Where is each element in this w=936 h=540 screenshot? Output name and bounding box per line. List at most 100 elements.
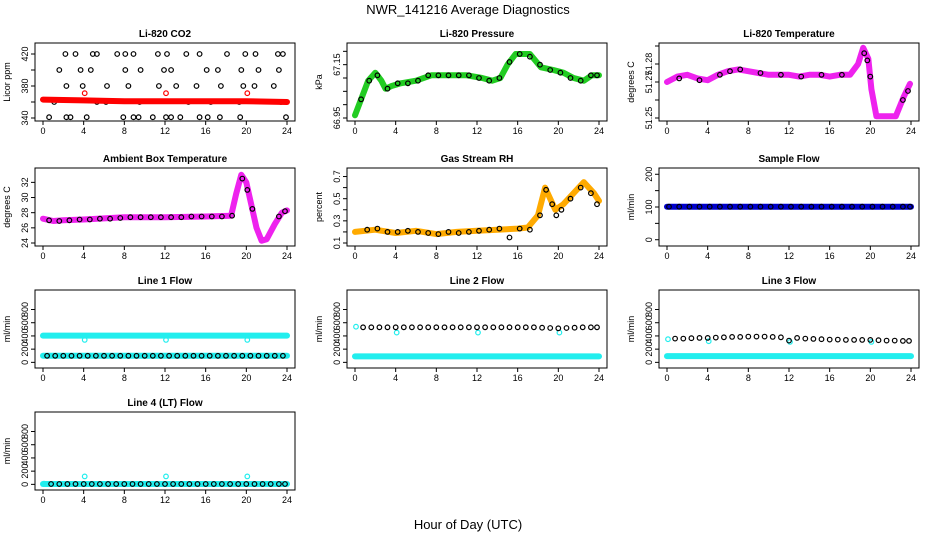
data-point <box>137 481 144 487</box>
chart-title: Li-820 Temperature <box>743 29 835 40</box>
data-point <box>594 201 600 208</box>
data-point <box>267 481 274 487</box>
data-point <box>157 352 164 359</box>
data-point <box>93 51 100 57</box>
data-point <box>177 114 184 121</box>
data-point <box>76 216 83 223</box>
data-point <box>67 114 74 121</box>
data-point <box>62 51 69 57</box>
data-point <box>203 67 210 73</box>
data-point <box>46 217 52 224</box>
x-tick-label: 8 <box>746 373 751 383</box>
data-point <box>879 203 886 210</box>
data-point <box>867 73 874 80</box>
data-point <box>594 324 600 331</box>
x-tick-label: 16 <box>201 495 211 505</box>
y-tick-label: 0 <box>20 482 30 487</box>
y-axis-label: Licor ppm <box>2 62 12 102</box>
data-point <box>218 481 225 487</box>
data-point <box>271 352 278 359</box>
data-point <box>579 324 586 331</box>
data-point <box>237 114 244 121</box>
x-tick-label: 4 <box>393 373 398 383</box>
data-point <box>839 203 845 210</box>
data-point <box>798 203 805 210</box>
x-tick-label: 8 <box>122 373 127 383</box>
x-tick-label: 4 <box>393 126 398 136</box>
data-point <box>818 71 825 78</box>
data-point <box>577 184 584 191</box>
data-point <box>178 214 185 221</box>
data-point <box>96 215 103 222</box>
data-point <box>137 214 144 221</box>
data-point <box>665 336 671 343</box>
data-point <box>851 337 857 343</box>
data-point <box>63 83 70 89</box>
data-point <box>255 352 262 359</box>
y-tick-label: 51.28 <box>644 53 654 76</box>
y-tick-label: 600 <box>20 315 30 330</box>
data-point <box>567 195 574 202</box>
x-tick-label: 12 <box>784 126 794 136</box>
x-tick-label: 8 <box>746 251 751 261</box>
data-point <box>358 96 365 103</box>
data-point <box>190 352 197 359</box>
x-tick-label: 20 <box>241 251 251 261</box>
data-point <box>214 67 221 73</box>
data-point <box>56 481 63 487</box>
x-tick-label: 20 <box>241 495 251 505</box>
data-point <box>183 51 190 57</box>
data-point <box>672 335 678 342</box>
y-tick-label: 0.3 <box>332 215 342 228</box>
series-band <box>40 96 290 105</box>
x-tick-label: 20 <box>241 126 251 136</box>
data-point <box>244 337 251 343</box>
data-point <box>727 203 733 210</box>
data-point <box>798 73 805 80</box>
data-point <box>482 324 489 331</box>
data-point <box>276 481 282 487</box>
data-point <box>527 53 533 60</box>
x-tick-label: 0 <box>40 495 45 505</box>
series-3 <box>81 90 251 97</box>
data-point <box>374 225 381 232</box>
data-point <box>130 51 137 57</box>
data-point <box>900 203 906 210</box>
data-point <box>125 83 132 89</box>
data-point <box>68 352 75 359</box>
data-point <box>168 214 175 221</box>
data-point <box>506 324 513 331</box>
data-point <box>276 213 282 220</box>
data-point <box>48 481 54 487</box>
y-axis-label: percent <box>314 191 324 222</box>
data-point <box>547 67 554 73</box>
data-point <box>415 228 421 235</box>
data-point <box>240 83 247 89</box>
y-tick-label: 200 <box>644 342 654 357</box>
data-point <box>83 114 90 121</box>
data-point <box>537 61 543 68</box>
data-point <box>802 335 809 342</box>
data-point <box>170 481 177 487</box>
x-tick-label: 24 <box>282 251 292 261</box>
data-point <box>514 324 521 331</box>
data-point <box>263 352 270 359</box>
y-tick-label: 0.5 <box>332 192 342 205</box>
x-tick-label: 4 <box>81 251 86 261</box>
x-tick-label: 20 <box>553 251 563 261</box>
data-point <box>77 67 84 73</box>
data-point <box>364 226 371 233</box>
data-point <box>188 213 195 220</box>
data-point <box>717 71 723 78</box>
data-point <box>539 324 545 331</box>
y-tick-label: 28 <box>20 208 30 218</box>
data-point <box>435 231 442 238</box>
x-tick-label: 16 <box>513 126 523 136</box>
x-tick-label: 20 <box>865 251 875 261</box>
data-point <box>506 59 513 65</box>
data-point <box>384 324 391 331</box>
data-point <box>392 324 399 331</box>
data-point <box>114 51 121 57</box>
data-point <box>247 352 254 359</box>
